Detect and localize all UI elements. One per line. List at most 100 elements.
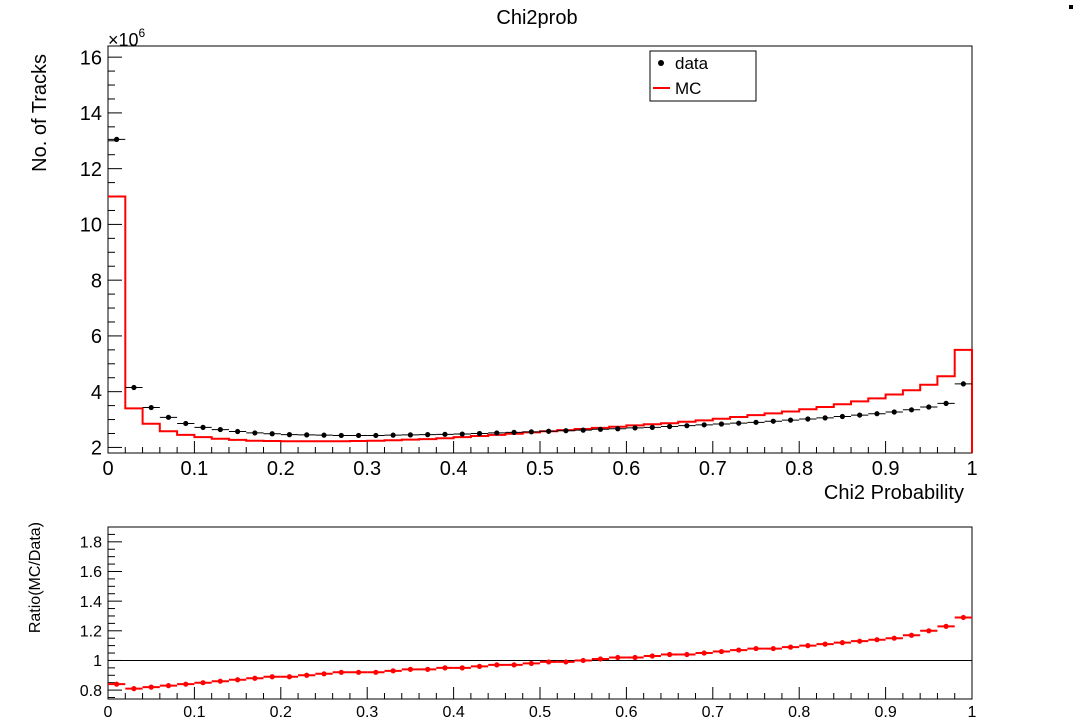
main-x-tick-label: 0.6 <box>612 458 640 480</box>
legend-mc-label: MC <box>675 79 701 98</box>
legend-data-marker <box>658 60 664 66</box>
data-point <box>131 384 137 391</box>
data-point <box>114 136 120 142</box>
data-point <box>528 429 534 435</box>
data-point <box>183 420 189 427</box>
ratio-x-tick-label: 0.3 <box>356 704 378 720</box>
data-point <box>459 431 465 437</box>
ratio-point <box>373 669 379 675</box>
data-point <box>908 407 915 413</box>
ratio-point <box>649 653 655 659</box>
data-point <box>200 424 206 430</box>
ratio-y-tick-label: 1.8 <box>80 535 102 552</box>
ratio-point <box>338 669 344 675</box>
data-point <box>217 426 223 433</box>
ratio-point <box>891 635 897 641</box>
ratio-point <box>131 686 137 692</box>
ratio-point <box>597 656 604 662</box>
ratio-point <box>563 659 569 665</box>
ratio-point <box>425 666 431 672</box>
ratio-x-tick-label: 0.1 <box>183 704 205 720</box>
main-x-tick-label: 1 <box>966 458 977 480</box>
main-x-tick-label: 0 <box>102 458 113 480</box>
ratio-point <box>753 645 759 652</box>
data-point <box>269 431 275 437</box>
data-point <box>338 432 344 439</box>
main-y-tick-label: 2 <box>91 438 102 460</box>
data-point <box>874 411 880 417</box>
ratio-point <box>165 683 172 689</box>
data-point <box>787 417 794 423</box>
corner-marker <box>1069 5 1073 9</box>
data-point <box>753 419 759 425</box>
ratio-point <box>148 684 154 690</box>
data-point <box>926 404 932 410</box>
ratio-point <box>684 651 690 658</box>
legend-box <box>649 50 757 102</box>
ratio-point <box>701 650 707 656</box>
data-point <box>563 428 569 434</box>
ratio-point <box>200 680 206 686</box>
ratio-x-tick-label: 0.4 <box>442 704 464 720</box>
main-y-tick-label: 6 <box>91 326 102 348</box>
ratio-y-axis-label: Ratio(MC/Data) <box>27 522 44 633</box>
legend-data-label: data <box>675 54 709 73</box>
data-point <box>615 426 621 432</box>
data-point <box>511 429 517 435</box>
data-point <box>494 430 500 436</box>
ratio-point <box>926 628 932 634</box>
chart-title: Chi2prob <box>496 7 577 29</box>
main-x-tick-label: 0.1 <box>180 458 208 480</box>
data-point <box>649 424 655 430</box>
data-point <box>770 418 776 424</box>
ratio-point <box>183 681 189 687</box>
ratio-point <box>407 666 413 672</box>
data-points <box>108 136 972 439</box>
ratio-point <box>114 681 120 687</box>
data-point <box>701 422 707 428</box>
ratio-point <box>857 638 863 644</box>
data-point <box>407 432 413 438</box>
ratio-point <box>252 675 258 681</box>
data-point <box>805 416 811 422</box>
ratio-points <box>108 614 972 692</box>
main-x-tick-label: 0.4 <box>440 458 468 480</box>
data-point <box>425 432 431 438</box>
ratio-point <box>615 654 621 661</box>
main-x-tick-label: 0.7 <box>699 458 727 480</box>
main-y-tick-label: 8 <box>91 270 102 292</box>
y-axis-multiplier: ×106 <box>108 26 146 50</box>
main-y-tick-label: 10 <box>80 215 102 237</box>
ratio-point <box>476 663 483 669</box>
main-y-tick-label: 4 <box>91 382 102 404</box>
data-point <box>580 427 586 433</box>
ratio-point <box>459 665 465 671</box>
data-point <box>891 409 897 415</box>
data-point <box>373 432 379 439</box>
data-point <box>822 415 828 421</box>
ratio-point <box>321 671 327 677</box>
ratio-x-tick-label: 0.6 <box>615 704 637 720</box>
data-point <box>235 428 241 435</box>
ratio-point <box>546 659 552 665</box>
main-y-tick-label: 14 <box>80 103 102 125</box>
ratio-point <box>718 648 725 655</box>
ratio-point <box>390 668 396 674</box>
ratio-point <box>269 674 275 680</box>
ratio-point <box>511 662 517 668</box>
ratio-y-tick-label: 1.2 <box>80 624 102 641</box>
ratio-x-tick-label: 0 <box>104 704 113 720</box>
main-x-tick-label: 0.3 <box>353 458 381 480</box>
data-point <box>839 413 846 420</box>
data-point <box>148 404 154 411</box>
legend: data MC <box>649 50 757 102</box>
data-point <box>286 432 293 438</box>
ratio-point <box>908 632 915 638</box>
data-point <box>736 420 742 426</box>
ratio-y-tick-label: 1.6 <box>80 564 102 581</box>
ratio-y-tick-label: 1.4 <box>80 594 102 611</box>
ratio-point <box>528 660 534 667</box>
ratio-point <box>770 645 776 652</box>
data-point <box>546 428 552 434</box>
